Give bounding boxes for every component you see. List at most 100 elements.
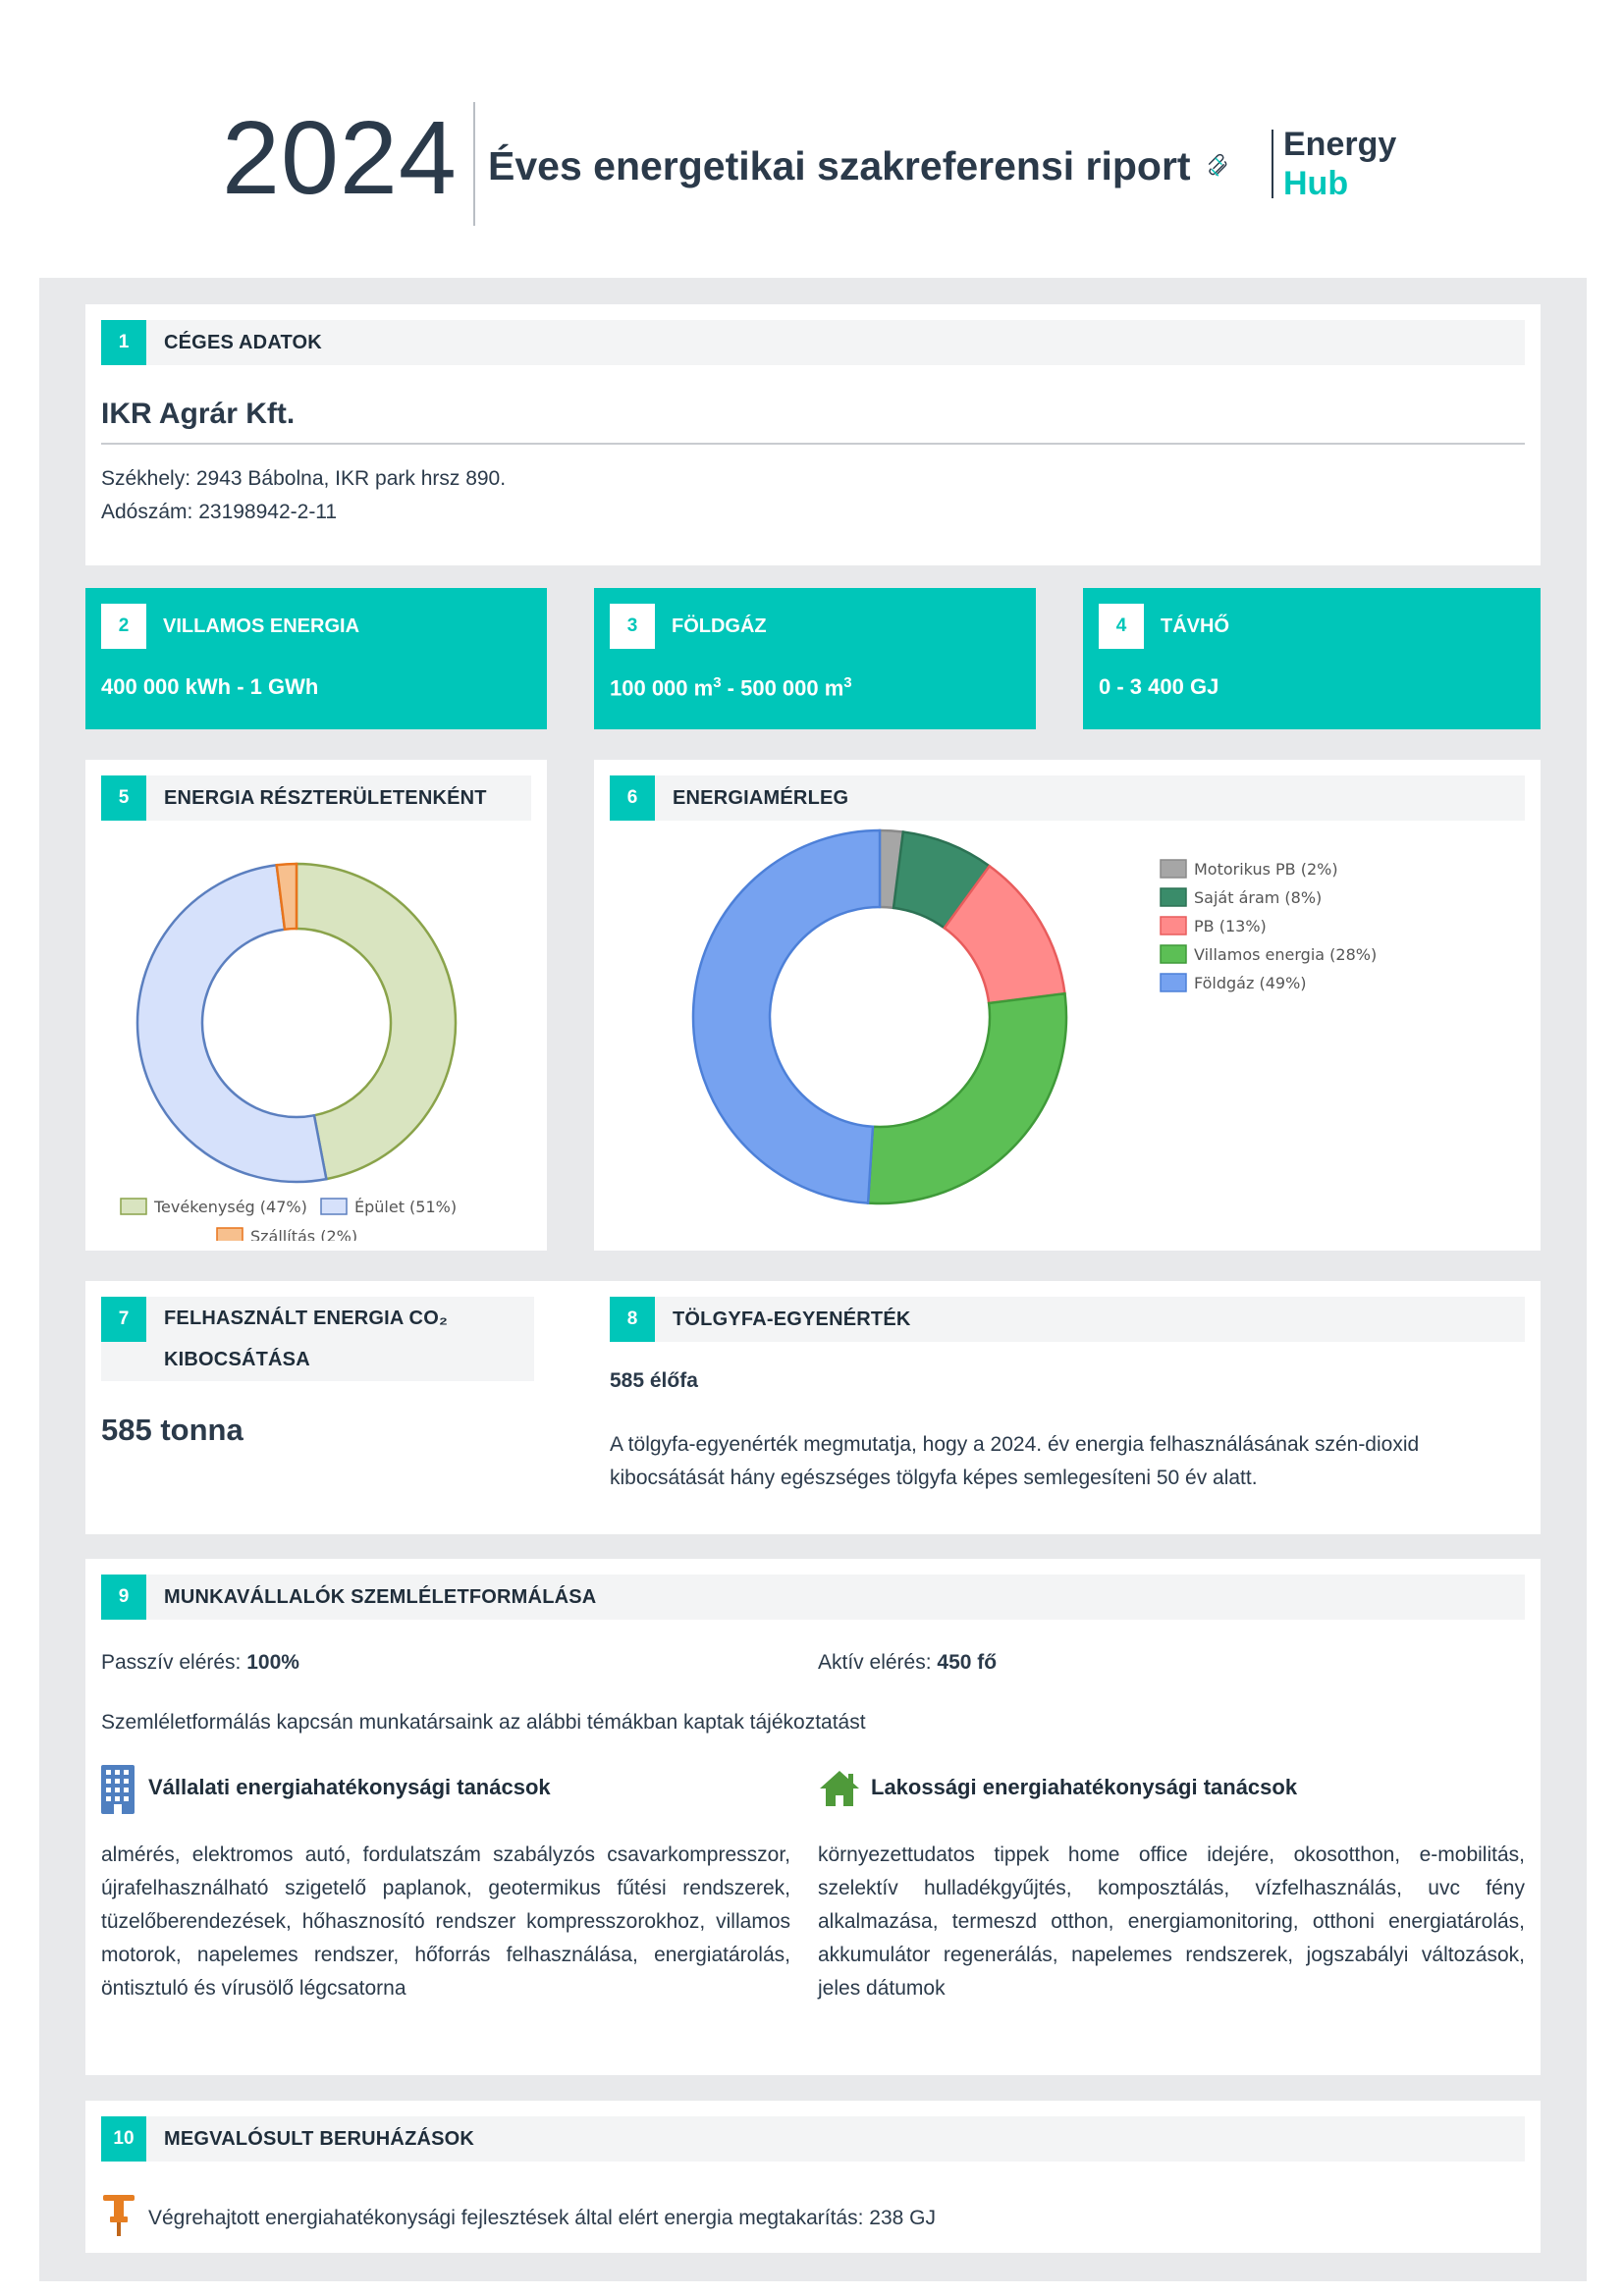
section-co2-and-oak: 7 FELHASZNÁLT ENERGIA CO₂ KIBOCSÁTÁSA 58… xyxy=(85,1281,1541,1534)
office-building-icon xyxy=(101,1765,135,1814)
section-number: 8 xyxy=(610,1297,655,1342)
section-title: MUNKAVÁLLALÓK SZEMLÉLETFORMÁLÁSA xyxy=(164,1585,597,1608)
report-year: 2024 xyxy=(222,100,458,216)
legend-swatch xyxy=(1160,916,1187,935)
legend-swatch xyxy=(120,1198,147,1215)
section-title: ENERGIA RÉSZTERÜLETENKÉNT xyxy=(164,786,487,809)
section-title: CÉGES ADATOK xyxy=(164,331,322,353)
section-header: 8 TÖLGYFA-EGYENÉRTÉK xyxy=(610,1297,1525,1342)
section-header: 7 FELHASZNÁLT ENERGIA CO₂ KIBOCSÁTÁSA xyxy=(101,1297,534,1381)
oak-equivalent-value: 585 élőfa xyxy=(610,1369,698,1392)
section-title: ENERGIAMÉRLEG xyxy=(673,786,849,809)
section-number: 3 xyxy=(610,604,655,649)
section-title: MEGVALÓSULT BERUHÁZÁSOK xyxy=(164,2127,475,2150)
section-title: FELHASZNÁLT ENERGIA CO₂ KIBOCSÁTÁSA xyxy=(164,1308,448,1369)
section-number: 4 xyxy=(1099,604,1144,649)
area-chart-slice-2 xyxy=(135,863,328,1184)
section-investments: 10 MEGVALÓSULT BERUHÁZÁSOK Végrehajtott … xyxy=(85,2101,1541,2253)
logo-divider xyxy=(1272,130,1273,198)
area-chart-slice-1 xyxy=(295,862,458,1181)
section-number: 9 xyxy=(101,1575,146,1620)
section-number: 10 xyxy=(101,2116,146,2162)
gas-range-from: 100 000 m xyxy=(610,675,714,701)
legend-swatch xyxy=(320,1198,348,1215)
house-icon xyxy=(820,1771,859,1806)
report-title: Éves energetikai szakreferensi riport xyxy=(488,143,1191,188)
electricity-range: 400 000 kWh - 1 GWh xyxy=(101,674,319,699)
awareness-intro: Szemléletformálás kapcsán munkatársaink … xyxy=(101,1711,866,1734)
section-title-line1: FELHASZNÁLT ENERGIA CO₂ xyxy=(164,1308,449,1329)
section-electricity: 2 VILLAMOS ENERGIA 400 000 kWh - 1 GWh xyxy=(85,588,547,729)
section-employee-awareness: 9 MUNKAVÁLLALÓK SZEMLÉLETFORMÁLÁSA Passz… xyxy=(85,1559,1541,2075)
section-title: TÖLGYFA-EGYENÉRTÉK xyxy=(673,1308,911,1330)
section-district-heating: 4 TÁVHŐ 0 - 3 400 GJ xyxy=(1083,588,1541,729)
legend-swatch xyxy=(1160,973,1187,992)
report-header: 2024 Éves energetikai szakreferensi ripo… xyxy=(0,0,1624,275)
section-number: 6 xyxy=(610,775,655,821)
passive-reach-value: 100% xyxy=(246,1651,299,1674)
company-tax-number: Adószám: 23198942-2-11 xyxy=(101,501,338,523)
section-header: 1 CÉGES ADATOK xyxy=(101,320,1525,365)
legend-label: Villamos energia (28%) xyxy=(1194,945,1377,964)
household-tips-title: Lakossági energiahatékonysági tanácsok xyxy=(871,1775,1298,1799)
corporate-tips-title: Vállalati energiahatékonysági tanácsok xyxy=(148,1775,551,1799)
report-body: 1 CÉGES ADATOK IKR Agrár Kft. Székhely: … xyxy=(39,278,1587,2281)
section-energy-by-area: 5 ENERGIA RÉSZTERÜLETENKÉNT Tevékenység … xyxy=(85,760,547,1251)
section-title: TÁVHŐ xyxy=(1161,615,1229,637)
jackhammer-icon xyxy=(103,2195,135,2236)
legend-label: Motorikus PB (2%) xyxy=(1194,860,1338,879)
divider xyxy=(101,443,1525,445)
district-heating-range: 0 - 3 400 GJ xyxy=(1099,674,1219,699)
active-reach-label: Aktív elérés: xyxy=(818,1651,938,1674)
logo-text-energy: Energy xyxy=(1283,126,1397,163)
legend-swatch xyxy=(1160,944,1187,964)
active-reach: Aktív elérés: 450 fő xyxy=(818,1651,997,1675)
legend-label: Földgáz (49%) xyxy=(1194,974,1307,992)
household-tips-text: környezettudatos tippek home office idej… xyxy=(818,1843,1525,2000)
area-chart-slice-3 xyxy=(275,862,298,932)
gas-unit-exponent: 3 xyxy=(713,674,722,691)
section-title: FÖLDGÁZ xyxy=(672,615,767,637)
section-title-line2: KIBOCSÁTÁSA xyxy=(164,1349,310,1370)
legend-label: Épület (51%) xyxy=(354,1198,457,1216)
gas-unit-exponent: 3 xyxy=(843,674,852,691)
section-energy-balance: 6 ENERGIAMÉRLEG Motorikus PB (2%) Saját á… xyxy=(594,760,1541,1251)
gas-range: 100 000 m3 - 500 000 m3 xyxy=(610,674,852,701)
legend-label: PB (13%) xyxy=(1194,917,1267,935)
gas-range-to: - 500 000 m xyxy=(721,675,844,701)
passive-reach-label: Passzív elérés: xyxy=(101,1651,247,1674)
section-number: 1 xyxy=(101,320,146,365)
section-number: 7 xyxy=(101,1297,146,1342)
legend-swatch xyxy=(216,1227,244,1241)
passive-reach: Passzív elérés: 100% xyxy=(101,1651,299,1675)
legend-label: Tevékenység (47%) xyxy=(153,1198,307,1216)
section-natural-gas: 3 FÖLDGÁZ 100 000 m3 - 500 000 m3 xyxy=(594,588,1036,729)
co2-emission-value: 585 tonna xyxy=(101,1413,244,1447)
energy-by-area-donut-chart: Tevékenység (47%) Épület (51%) Szállítás (… xyxy=(120,862,458,1241)
section-number: 2 xyxy=(101,604,146,649)
section-header: 5 ENERGIA RÉSZTERÜLETENKÉNT xyxy=(101,775,531,821)
balance-chart-slice-5 xyxy=(691,828,882,1204)
oak-equivalent-description: A tölgyfa-egyenérték megmutatja, hogy a … xyxy=(610,1433,1420,1489)
company-name: IKR Agrár Kft. xyxy=(101,398,296,430)
section-header: 9 MUNKAVÁLLALÓK SZEMLÉLETFORMÁLÁSA xyxy=(101,1575,1525,1620)
legend-label: Szállítás (2%) xyxy=(250,1227,357,1241)
section-number: 5 xyxy=(101,775,146,821)
company-address: Székhely: 2943 Bábolna, IKR park hrsz 89… xyxy=(101,467,507,490)
energy-hub-logo-icon xyxy=(1208,153,1227,177)
active-reach-value: 450 fő xyxy=(937,1651,998,1674)
section-company-data: 1 CÉGES ADATOK IKR Agrár Kft. Székhely: … xyxy=(85,304,1541,565)
section-header: 6 ENERGIAMÉRLEG xyxy=(610,775,1525,821)
energy-balance-donut-chart: Motorikus PB (2%) Saját áram (8%) PB (13%)… xyxy=(691,828,1377,1205)
legend-label: Saját áram (8%) xyxy=(1194,888,1322,907)
header-divider xyxy=(473,102,475,226)
legend-swatch xyxy=(1160,887,1187,907)
corporate-tips-text: almérés, elektromos autó, fordulatszám s… xyxy=(101,1843,790,2000)
section-header: 10 MEGVALÓSULT BERUHÁZÁSOK xyxy=(101,2116,1525,2162)
section-title: VILLAMOS ENERGIA xyxy=(163,615,360,637)
investments-savings-text: Végrehajtott energiahatékonysági fejlesz… xyxy=(148,2207,936,2229)
logo-text-hub: Hub xyxy=(1283,165,1349,202)
balance-chart-slice-4 xyxy=(866,991,1068,1205)
legend-swatch xyxy=(1160,859,1187,879)
